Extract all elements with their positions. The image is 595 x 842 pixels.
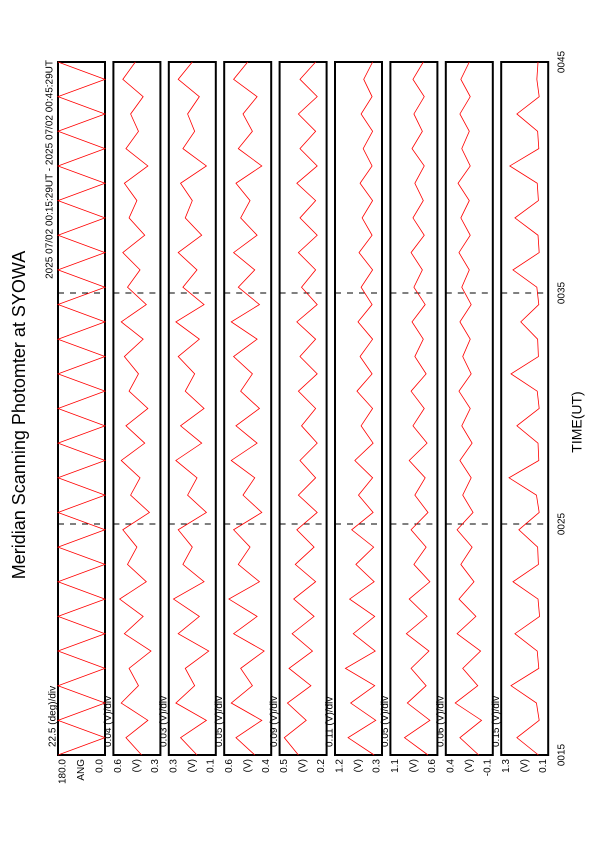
scale-label: 0.05 (V)/div xyxy=(214,696,225,747)
x-tick-label: 0025 xyxy=(557,512,568,535)
y-tick-label: 0.2 xyxy=(316,759,327,773)
y-tick-label: 0.0 xyxy=(95,759,106,773)
signal-line xyxy=(118,61,152,756)
signal-line xyxy=(508,61,540,756)
signal-line xyxy=(454,61,483,756)
channel-name: (V) xyxy=(187,759,198,772)
y-tick-label: 1.3 xyxy=(501,759,512,773)
chart-subtitle: 2025 07/02 00:15:29UT - 2025 07/02 00:45… xyxy=(45,60,56,279)
y-tick-label: 0.3 xyxy=(150,759,161,773)
scale-label: 22.5 (deg)/div xyxy=(48,686,59,747)
signal-line xyxy=(283,61,318,756)
y-tick-label: 0.6 xyxy=(113,759,124,773)
y-tick-label: 0.4 xyxy=(261,759,272,773)
channel-name: (V) xyxy=(242,759,253,772)
rotated-chart: Meridian Scanning Photomter at SYOWA 202… xyxy=(9,50,585,784)
channel-name: (V) xyxy=(464,759,475,772)
panel-frame xyxy=(444,61,494,756)
y-tick-label: 0.3 xyxy=(168,759,179,773)
signal-line xyxy=(344,61,377,756)
panel-frame xyxy=(500,61,550,756)
panel-frame xyxy=(57,61,106,756)
scale-label: 0.15 (V)/div xyxy=(491,696,502,747)
y-tick-label: 0.6 xyxy=(224,759,235,773)
x-tick-label: 0035 xyxy=(557,281,568,304)
y-tick-label: 0.4 xyxy=(445,759,456,773)
y-tick-label: 1.2 xyxy=(335,759,346,773)
panel-frame xyxy=(278,61,328,756)
scale-label: 0.05 (V)/div xyxy=(380,696,391,747)
x-axis-label: TIME(UT) xyxy=(569,391,585,452)
signal-line xyxy=(403,61,431,756)
y-tick-label: 1.1 xyxy=(390,759,401,773)
signal-line xyxy=(172,61,210,756)
channel-name: (V) xyxy=(132,759,143,772)
channel-name: (V) xyxy=(298,759,309,772)
y-tick-label: -0.1 xyxy=(482,759,493,777)
channel-name: ANG xyxy=(76,759,87,781)
channel-name: (V) xyxy=(353,759,364,772)
panel-frame xyxy=(389,61,439,756)
signal-line xyxy=(56,61,107,756)
panel-frame xyxy=(334,61,383,756)
scale-label: 0.09 (V)/div xyxy=(269,696,280,747)
channel-name: (V) xyxy=(409,759,420,772)
panel-frame xyxy=(112,61,162,756)
y-tick-label: 0.6 xyxy=(427,759,438,773)
channel-name: (V) xyxy=(519,759,530,772)
y-tick-label: 0.5 xyxy=(279,759,290,773)
scale-label: 0.04 (V)/div xyxy=(103,696,114,747)
scale-label: 0.11 (V)/div xyxy=(325,697,336,747)
y-tick-label: 0.1 xyxy=(538,759,549,773)
x-tick-label: 0015 xyxy=(557,743,568,766)
chart-title: Meridian Scanning Photomter at SYOWA xyxy=(9,251,29,579)
signal-line xyxy=(228,61,265,756)
y-tick-label: 0.3 xyxy=(372,759,383,773)
y-tick-label: 0.1 xyxy=(205,759,216,773)
x-tick-label: 0045 xyxy=(557,50,568,73)
scale-label: 0.03 (V)/div xyxy=(158,696,169,747)
scale-label: 0.06 (V)/div xyxy=(435,696,446,747)
y-tick-label: 180.0 xyxy=(58,759,69,784)
